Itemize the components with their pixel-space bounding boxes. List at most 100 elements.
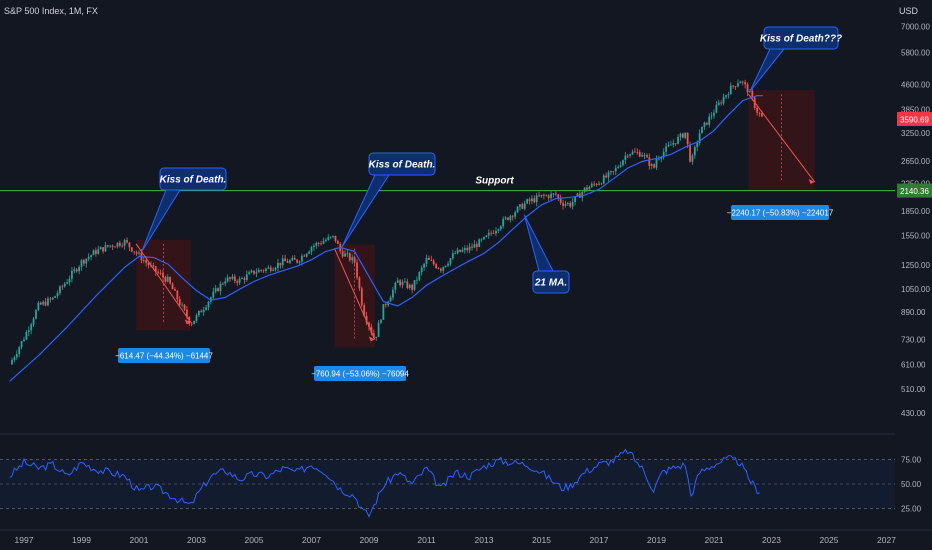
candle-body: [636, 151, 639, 153]
candle-body: [59, 286, 61, 294]
callout-box: [532, 270, 570, 294]
candle-body: [260, 269, 263, 271]
candle-body: [178, 299, 181, 305]
annotation-callout[interactable]: Kiss of Death.: [341, 152, 436, 248]
candle-body: [277, 262, 279, 269]
candle-body: [401, 281, 404, 286]
candle-body: [480, 239, 483, 241]
candle-body: [135, 252, 138, 254]
candle-body: [423, 263, 426, 268]
candle-body: [265, 268, 267, 271]
annotation-callout[interactable]: Kiss of Death.: [141, 167, 227, 252]
candle-body: [588, 186, 591, 190]
candle-body: [382, 304, 385, 320]
candle-body: [581, 192, 584, 198]
time-axis[interactable]: 1997 1999 2001 2003 2005 2007 2009 2011 2013 2015…: [15, 535, 897, 545]
candle-body: [308, 251, 311, 254]
candle-body: [657, 158, 660, 160]
candle-body: [68, 278, 71, 283]
time-tick-label: 2023: [762, 535, 781, 545]
candle-body: [545, 195, 548, 197]
candle-body: [190, 323, 193, 325]
symbol-title[interactable]: S&P 500 Index, 1M, FX: [4, 6, 98, 16]
candle-body: [523, 203, 526, 209]
price-tick-label: 730.00: [901, 336, 926, 345]
candle-body: [32, 318, 35, 325]
candle-body: [138, 252, 140, 254]
drawdown-boxes: [136, 90, 815, 348]
candle-body: [212, 291, 215, 298]
candle-body: [99, 247, 102, 250]
candle-body: [298, 261, 301, 263]
candle-body: [634, 151, 636, 153]
price-tick-label: 1250.00: [901, 261, 930, 270]
candle-body: [363, 305, 366, 316]
candle-body: [217, 288, 219, 292]
candle-body: [47, 298, 49, 306]
candle-body: [655, 158, 658, 168]
candle-body: [162, 273, 164, 278]
candle-body: [310, 247, 313, 252]
candle-body: [303, 255, 306, 257]
candle-body: [245, 274, 248, 281]
candle-body: [157, 271, 160, 273]
candle-body: [49, 298, 52, 300]
candle-body: [279, 262, 282, 266]
time-tick-label: 2019: [647, 535, 666, 545]
candle-body: [102, 247, 104, 252]
candle-body: [20, 341, 23, 348]
arrow-head: [184, 319, 191, 325]
candle-body: [75, 269, 78, 272]
candle-body: [744, 82, 747, 85]
candle-body: [176, 290, 179, 300]
candle-body: [42, 301, 45, 305]
candle-body: [15, 354, 18, 358]
annotation-callout[interactable]: Kiss of Death???: [749, 26, 842, 92]
candle-body: [713, 112, 715, 116]
candle-body: [660, 157, 663, 159]
candle-body: [399, 280, 402, 286]
candle-body: [56, 293, 59, 297]
candle-body: [389, 297, 392, 302]
candle-body: [540, 194, 543, 197]
rsi-axis[interactable]: 75.00 50.00 25.00: [901, 456, 922, 514]
candle-body: [617, 166, 620, 168]
candle-body: [717, 102, 720, 105]
candle-body: [164, 277, 167, 282]
candle-body: [392, 289, 394, 298]
candle-body: [63, 283, 66, 287]
candle-body: [269, 267, 272, 271]
candle-body: [497, 229, 500, 231]
candle-body: [595, 184, 598, 185]
candle-body: [612, 171, 615, 172]
drawdown-arrow: [334, 248, 376, 340]
candle-body: [425, 257, 428, 264]
time-tick-label: 2021: [705, 535, 724, 545]
price-axis[interactable]: 7000.00 5800.00 4600.00 3850.00 3250.00 2650.…: [901, 22, 930, 417]
candle-body: [241, 278, 243, 279]
candle-body: [459, 249, 461, 252]
candle-body: [566, 202, 569, 205]
candle-body: [514, 212, 517, 217]
candle-body: [439, 268, 442, 271]
candle-body: [435, 264, 437, 268]
candle-body: [432, 260, 435, 265]
candle-body: [360, 288, 363, 306]
measure-labels[interactable]: −614.47 (−44.34%) −61447 −760.94 (−53.06%…: [115, 205, 834, 381]
annotation-callout[interactable]: 21 MA.: [523, 214, 570, 294]
rsi-tick-label: 75.00: [901, 456, 922, 465]
candle-body: [691, 155, 694, 162]
measure-label-text: −2240.17 (−50.83%) −224017: [727, 209, 834, 218]
candle-body: [463, 248, 466, 250]
candle-body: [404, 281, 406, 283]
candle-body: [243, 278, 246, 281]
candle-body: [346, 253, 349, 255]
candle-body: [92, 250, 95, 256]
candle-body: [746, 84, 749, 93]
candle-body: [30, 324, 33, 331]
candle-body: [377, 322, 380, 337]
candle-body: [437, 267, 440, 269]
candle-body: [238, 278, 241, 283]
annotation-callouts[interactable]: Kiss of Death. Kiss of Death. Kiss of Deat…: [141, 26, 842, 294]
